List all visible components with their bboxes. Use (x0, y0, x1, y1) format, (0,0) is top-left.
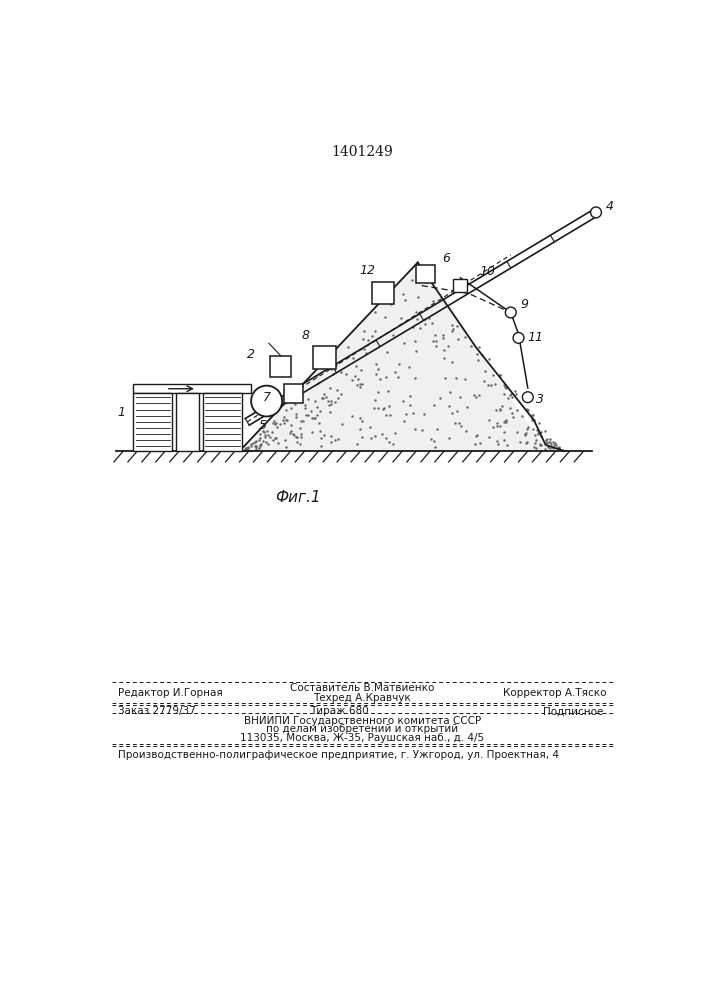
Bar (134, 384, 251, 393)
Bar (176, 393, 199, 451)
Text: 6: 6 (443, 252, 450, 265)
Bar (134, 393, 172, 451)
Bar (284, 384, 303, 403)
Circle shape (506, 307, 516, 318)
Text: 3: 3 (535, 393, 544, 406)
Text: Техред А.Кравчук: Техред А.Кравчук (313, 693, 411, 703)
Text: ВНИИПИ Государственного комитета СССР: ВНИИПИ Государственного комитета СССР (244, 716, 481, 726)
Text: Производственно-полиграфическое предприятие, г. Ужгород, ул. Проектная, 4: Производственно-полиграфическое предприя… (118, 750, 559, 760)
Bar (416, 265, 435, 283)
Text: Корректор А.Тяско: Корректор А.Тяско (503, 688, 607, 698)
Circle shape (522, 392, 533, 403)
Text: Составитель В.Матвиенко: Составитель В.Матвиенко (290, 683, 435, 693)
Text: Фиг.1: Фиг.1 (275, 490, 320, 505)
Bar (203, 393, 242, 451)
Bar (313, 346, 337, 369)
Text: 12: 12 (359, 264, 375, 277)
Text: 10: 10 (480, 265, 496, 278)
Bar (453, 279, 467, 292)
Text: 11: 11 (528, 331, 544, 344)
Text: 9: 9 (520, 298, 528, 311)
Bar (270, 356, 291, 377)
Text: 7: 7 (263, 391, 271, 404)
Text: 5: 5 (259, 419, 267, 432)
Text: 1401249: 1401249 (332, 145, 393, 159)
Bar (372, 282, 394, 304)
Polygon shape (240, 262, 565, 451)
Text: 113035, Москва, Ж-35, Раушская наб., д. 4/5: 113035, Москва, Ж-35, Раушская наб., д. … (240, 733, 484, 743)
Text: Подписное: Подписное (543, 706, 604, 716)
Text: 2: 2 (247, 348, 255, 361)
Text: Редактор И.Горная: Редактор И.Горная (118, 688, 223, 698)
Circle shape (590, 207, 602, 218)
Text: Заказ 2779/37: Заказ 2779/37 (118, 706, 196, 716)
Circle shape (251, 386, 282, 416)
Text: 1: 1 (117, 406, 125, 419)
Text: Тираж 680: Тираж 680 (310, 706, 368, 716)
Circle shape (513, 333, 524, 343)
Text: по делам изобретений и открытий: по делам изобретений и открытий (267, 724, 458, 734)
Text: 8: 8 (301, 329, 310, 342)
Text: 4: 4 (605, 200, 613, 213)
